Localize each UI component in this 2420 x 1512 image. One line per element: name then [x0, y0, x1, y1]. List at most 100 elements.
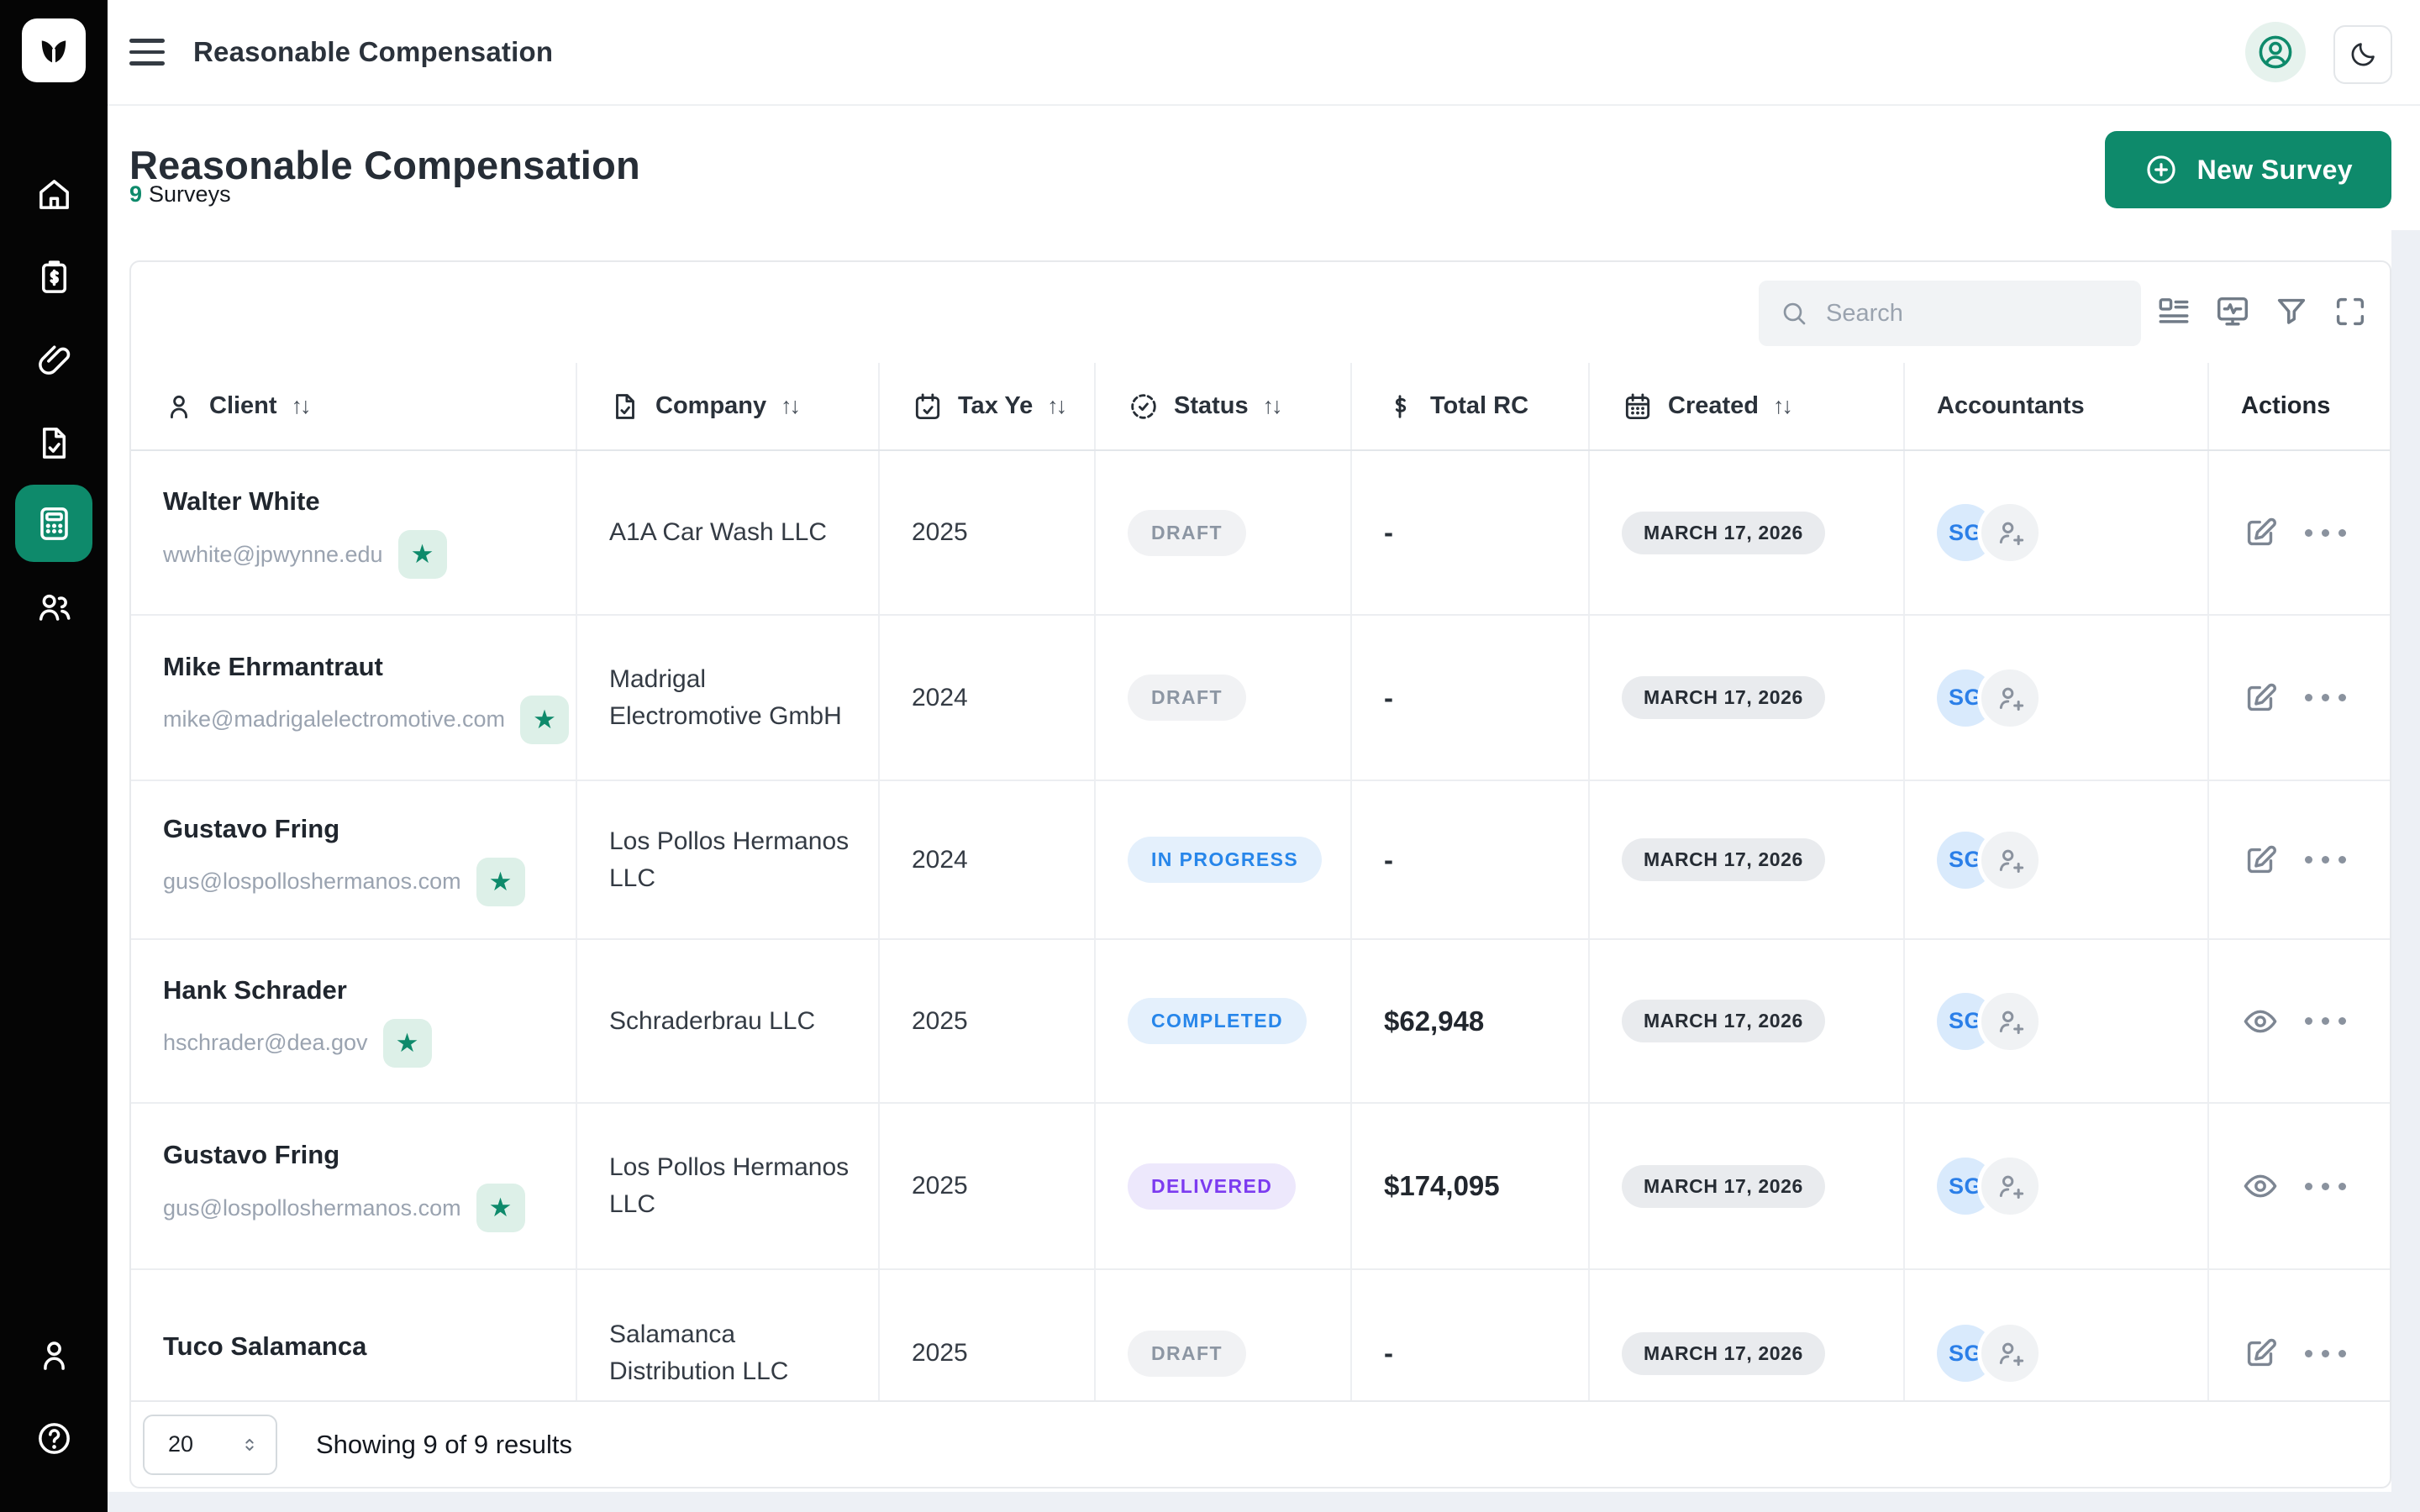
table-row[interactable]: Mike Ehrmantraut mike@madrigalelectromot…	[131, 616, 2390, 781]
column-header-created[interactable]: Created ↑↓	[1590, 363, 1905, 449]
column-header-total-rc: Total RC	[1352, 363, 1590, 449]
edit-survey-button[interactable]	[2241, 679, 2280, 717]
table-row[interactable]: Hank Schrader hschrader@dea.gov ★ Schrad…	[131, 940, 2390, 1104]
search-input[interactable]	[1824, 298, 2121, 328]
column-header-tax-ye[interactable]: Tax Ye ↑↓	[880, 363, 1096, 449]
add-accountant-button[interactable]	[1977, 664, 2043, 731]
file-check-icon	[609, 391, 641, 423]
column-label: Company	[655, 392, 767, 419]
edit-survey-button[interactable]	[2241, 1334, 2280, 1373]
column-header-client[interactable]: Client ↑↓	[131, 363, 577, 449]
accountants-group: SG	[1937, 1320, 2043, 1386]
calendar-icon	[1622, 391, 1654, 423]
sidebar-bottom-item-help-circle[interactable]	[0, 1399, 108, 1477]
accountants-group: SG	[1937, 500, 2043, 565]
more-actions-button[interactable]	[2305, 1182, 2346, 1190]
favorite-star-badge[interactable]: ★	[382, 1018, 432, 1068]
add-accountant-button[interactable]	[1977, 1320, 2043, 1386]
filter-button[interactable]	[2272, 292, 2311, 331]
dark-mode-toggle[interactable]	[2333, 25, 2392, 84]
view-survey-button[interactable]	[2241, 1167, 2280, 1205]
horizontal-scrollbar-gutter[interactable]	[108, 1492, 2420, 1512]
surveys-count: 9 Surveys	[129, 181, 231, 207]
fullscreen-icon	[2331, 292, 2370, 331]
created-date-badge: MARCH 17, 2026	[1622, 1331, 1825, 1375]
accountants-group: SG	[1937, 1153, 2043, 1219]
view-survey-button[interactable]	[2241, 1002, 2280, 1041]
table-row[interactable]: Tuco Salamanca Salamanca Distribution LL…	[131, 1270, 2390, 1400]
star-icon: ★	[488, 1193, 513, 1222]
cell-client: Tuco Salamanca	[131, 1270, 577, 1400]
app-logo[interactable]	[22, 18, 86, 82]
results-summary: Showing 9 of 9 results	[316, 1429, 573, 1459]
column-header-accountants: Accountants	[1905, 363, 2209, 449]
favorite-star-badge[interactable]: ★	[397, 530, 447, 579]
column-header-status[interactable]: Status ↑↓	[1096, 363, 1352, 449]
cell-status: DRAFT	[1096, 1270, 1352, 1400]
column-header-company[interactable]: Company ↑↓	[577, 363, 880, 449]
client-name: Walter White	[163, 486, 320, 516]
fullscreen-button[interactable]	[2331, 292, 2370, 331]
created-date-badge: MARCH 17, 2026	[1622, 676, 1825, 719]
more-actions-button[interactable]	[2305, 1017, 2346, 1025]
sidebar-item-users[interactable]	[0, 568, 108, 645]
table-body: Walter White wwhite@jpwynne.edu ★ A1A Ca…	[131, 451, 2390, 1400]
accountants-group: SG	[1937, 664, 2043, 731]
edit-survey-button[interactable]	[2241, 513, 2280, 552]
sidebar-bottom-item-user[interactable]	[0, 1316, 108, 1394]
account-avatar-button[interactable]	[2245, 22, 2306, 82]
company-name: Madrigal Electromotive GmbH	[609, 664, 842, 730]
sidebar-item-calculator[interactable]	[0, 485, 108, 562]
client-email: hschrader@dea.gov	[163, 1030, 368, 1055]
user-plus-icon	[1993, 1169, 2027, 1203]
column-header-actions: Actions	[2209, 363, 2390, 449]
page-size-select[interactable]: 20	[143, 1414, 277, 1475]
sidebar-item-home[interactable]	[0, 155, 108, 233]
more-actions-button[interactable]	[2305, 528, 2346, 537]
client-name: Gustavo Fring	[163, 813, 340, 843]
vertical-scrollbar-gutter[interactable]	[2391, 230, 2420, 1512]
cell-actions	[2209, 451, 2390, 614]
new-survey-button[interactable]: New Survey	[2104, 131, 2391, 208]
star-icon: ★	[488, 866, 513, 896]
eye-icon	[2241, 1167, 2280, 1205]
table-row[interactable]: Walter White wwhite@jpwynne.edu ★ A1A Ca…	[131, 451, 2390, 616]
cell-client: Gustavo Fring gus@lospolloshermanos.com …	[131, 781, 577, 938]
favorite-star-badge[interactable]: ★	[476, 857, 525, 906]
add-accountant-button[interactable]	[1977, 1153, 2043, 1219]
table-toolbar	[131, 262, 2390, 363]
add-accountant-button[interactable]	[1977, 500, 2043, 565]
status-badge: DELIVERED	[1128, 1163, 1297, 1210]
surveys-count-number: 9	[129, 181, 143, 207]
client-email: gus@lospolloshermanos.com	[163, 1194, 461, 1221]
cell-company: Schraderbrau LLC	[577, 940, 880, 1102]
add-accountant-button[interactable]	[1977, 827, 2043, 893]
more-actions-button[interactable]	[2305, 694, 2346, 701]
favorite-star-badge[interactable]: ★	[520, 695, 570, 744]
more-actions-button[interactable]	[2305, 856, 2346, 864]
cell-company: Salamanca Distribution LLC	[577, 1270, 880, 1400]
sidebar-item-paperclip[interactable]	[0, 321, 108, 398]
cell-created: MARCH 17, 2026	[1590, 940, 1905, 1102]
status-badge: COMPLETED	[1128, 998, 1307, 1044]
more-actions-button[interactable]	[2305, 1349, 2346, 1357]
monitor-pulse-button[interactable]	[2213, 292, 2252, 331]
add-accountant-button[interactable]	[1977, 988, 2043, 1054]
table-settings-button[interactable]	[2154, 292, 2193, 331]
sidebar-item-clipboard-dollar[interactable]	[0, 239, 108, 316]
cell-company: Madrigal Electromotive GmbH	[577, 616, 880, 780]
paperclip-icon	[34, 340, 74, 380]
user-plus-icon	[1993, 1336, 2027, 1370]
created-date-badge: MARCH 17, 2026	[1622, 838, 1825, 881]
favorite-star-badge[interactable]: ★	[476, 1184, 525, 1232]
table-row[interactable]: Gustavo Fring gus@lospolloshermanos.com …	[131, 781, 2390, 940]
sidebar-item-file-check[interactable]	[0, 404, 108, 481]
menu-icon[interactable]	[129, 34, 166, 71]
cell-client: Gustavo Fring gus@lospolloshermanos.com …	[131, 1104, 577, 1268]
cell-total-rc: -	[1352, 781, 1590, 938]
table-row[interactable]: Gustavo Fring gus@lospolloshermanos.com …	[131, 1104, 2390, 1270]
table-settings-icon	[2154, 292, 2193, 331]
edit-survey-button[interactable]	[2241, 841, 2280, 879]
company-name: Salamanca Distribution LLC	[609, 1320, 789, 1385]
